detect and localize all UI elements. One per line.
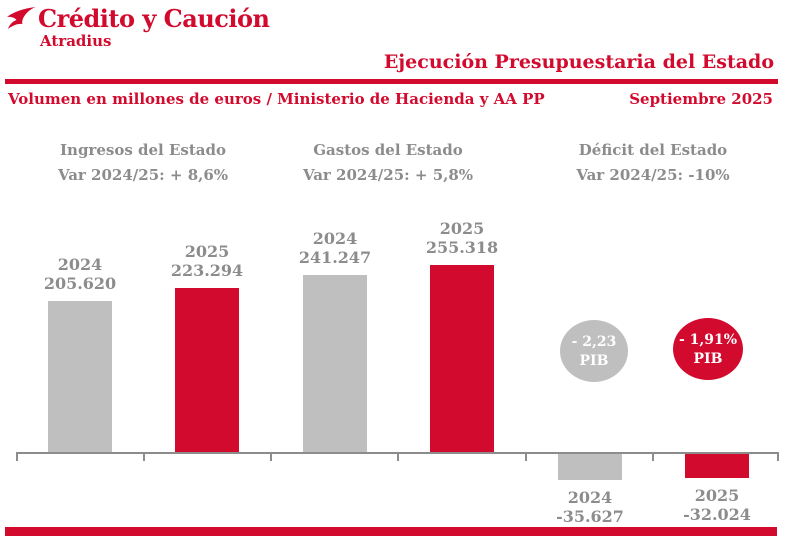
pib-badge-2024: - 2,23 PIB bbox=[560, 320, 628, 382]
bar-ingresos-2025 bbox=[175, 288, 239, 452]
bar-gastos-2025 bbox=[430, 265, 494, 452]
group-variation: Var 2024/25: + 8,6% bbox=[57, 166, 229, 184]
bar-cell-gastos-2024: 2024 241.247 bbox=[271, 229, 399, 452]
group-header-deficit: Déficit del Estado Var 2024/25: -10% bbox=[533, 141, 773, 185]
period-label: Septiembre 2025 bbox=[629, 90, 773, 108]
pib-unit: PIB bbox=[579, 352, 609, 369]
group-title: Ingresos del Estado bbox=[60, 141, 226, 159]
bar-year-label: 2025 bbox=[694, 486, 740, 505]
axis-tick bbox=[16, 452, 18, 461]
bar-deficit-2025 bbox=[685, 454, 749, 478]
bar-cell-ingresos-2025: 2025 223.294 bbox=[143, 242, 271, 452]
pib-badge-2025: - 1,91% PIB bbox=[673, 318, 743, 380]
atradius-bird-icon bbox=[7, 7, 36, 29]
bar-value-label: 241.247 bbox=[298, 248, 372, 267]
pib-value: - 1,91% bbox=[678, 331, 738, 348]
pib-value: - 2,23 bbox=[571, 333, 617, 350]
group-header-ingresos: Ingresos del Estado Var 2024/25: + 8,6% bbox=[23, 141, 263, 185]
brand-subname: Atradius bbox=[40, 32, 112, 50]
bar-year-label: 2024 bbox=[312, 229, 358, 248]
axis-tick bbox=[652, 452, 654, 461]
header-divider bbox=[5, 79, 778, 84]
group-header-gastos: Gastos del Estado Var 2024/25: + 5,8% bbox=[268, 141, 508, 185]
bar-year-label: 2025 bbox=[184, 242, 230, 261]
axis-tick bbox=[397, 452, 399, 461]
bar-gastos-2024 bbox=[303, 275, 367, 452]
bar-ingresos-2024 bbox=[48, 301, 112, 452]
page-title: Ejecución Presupuestaria del Estado bbox=[383, 51, 774, 73]
axis-tick bbox=[777, 452, 779, 461]
bar-value-label: 223.294 bbox=[170, 261, 244, 280]
bar-value-label: -32.024 bbox=[683, 505, 751, 524]
bar-year-label: 2025 bbox=[439, 219, 485, 238]
axis-tick bbox=[143, 452, 145, 461]
bar-year-label: 2024 bbox=[567, 488, 613, 507]
bar-cell-deficit-2025: 2025 -32.024 bbox=[653, 454, 781, 524]
group-title: Déficit del Estado bbox=[578, 141, 728, 159]
bar-year-label: 2024 bbox=[57, 255, 103, 274]
group-variation: Var 2024/25: + 5,8% bbox=[302, 166, 474, 184]
bar-value-label: -35.627 bbox=[556, 507, 624, 526]
group-title: Gastos del Estado bbox=[313, 141, 463, 159]
bar-value-label: 205.620 bbox=[43, 274, 117, 293]
axis-tick bbox=[525, 452, 527, 461]
chart-subtitle: Volumen en millones de euros / Ministeri… bbox=[8, 90, 545, 108]
axis-tick bbox=[270, 452, 272, 461]
pib-unit: PIB bbox=[693, 350, 723, 367]
bar-cell-ingresos-2024: 2024 205.620 bbox=[16, 255, 144, 452]
bar-cell-gastos-2025: 2025 255.318 bbox=[398, 219, 526, 452]
bar-deficit-2024 bbox=[558, 454, 622, 480]
footer-band bbox=[5, 527, 777, 536]
bar-value-label: 255.318 bbox=[425, 238, 499, 257]
brand-name: Crédito y Caución bbox=[38, 4, 270, 33]
group-variation: Var 2024/25: -10% bbox=[576, 166, 730, 184]
bar-cell-deficit-2024: 2024 -35.627 bbox=[526, 454, 654, 526]
